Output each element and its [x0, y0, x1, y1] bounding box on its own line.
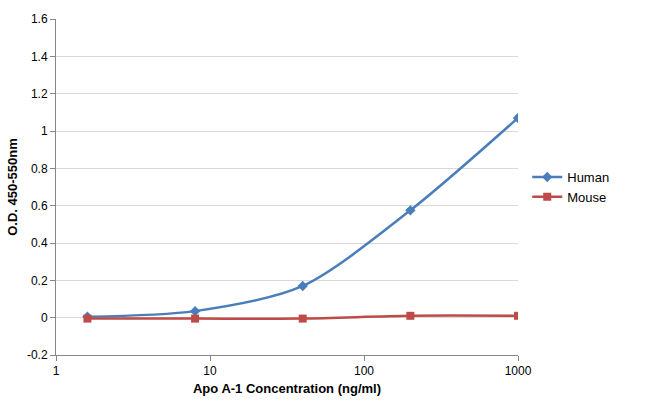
svg-text:1: 1: [41, 124, 48, 138]
svg-text:0.6: 0.6: [31, 199, 48, 213]
svg-text:0: 0: [41, 311, 48, 325]
svg-text:1.6: 1.6: [31, 12, 48, 26]
svg-text:1.2: 1.2: [31, 87, 48, 101]
svg-text:1000: 1000: [505, 364, 532, 378]
svg-text:Apo A-1 Concentration (ng/ml): Apo A-1 Concentration (ng/ml): [193, 381, 381, 396]
svg-text:-0.2: -0.2: [27, 348, 48, 362]
svg-text:10: 10: [203, 364, 217, 378]
svg-text:1: 1: [53, 364, 60, 378]
svg-text:Mouse: Mouse: [567, 190, 606, 205]
svg-text:1.4: 1.4: [31, 50, 48, 64]
svg-text:0.4: 0.4: [31, 236, 48, 250]
svg-text:0.8: 0.8: [31, 162, 48, 176]
svg-text:100: 100: [354, 364, 374, 378]
svg-text:Human: Human: [567, 170, 609, 185]
svg-text:O.D. 450-550nm: O.D. 450-550nm: [5, 138, 20, 236]
svg-text:0.2: 0.2: [31, 274, 48, 288]
